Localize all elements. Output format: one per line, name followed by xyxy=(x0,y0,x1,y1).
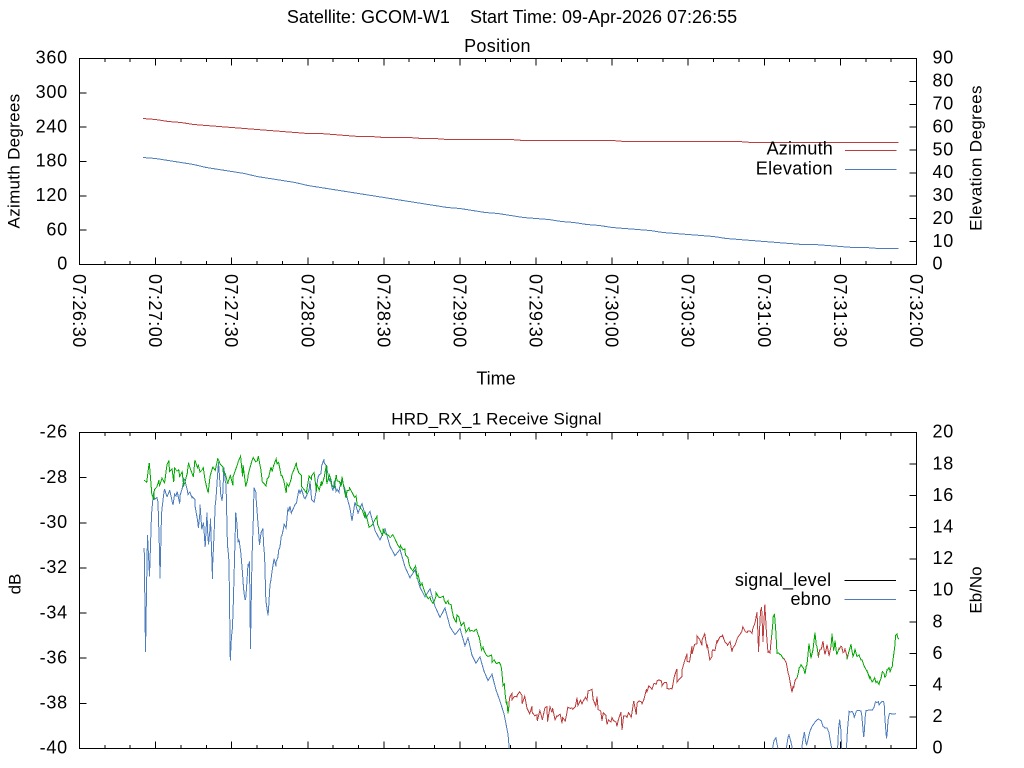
svg-text:Eb/No: Eb/No xyxy=(967,566,986,613)
svg-text:16: 16 xyxy=(933,485,955,505)
svg-text:07:26:30: 07:26:30 xyxy=(69,274,89,348)
svg-text:07:31:00: 07:31:00 xyxy=(754,274,774,348)
svg-text:dB: dB xyxy=(6,574,25,595)
svg-text:0: 0 xyxy=(933,738,944,758)
svg-text:-34: -34 xyxy=(40,602,68,622)
svg-text:07:31:30: 07:31:30 xyxy=(830,274,850,348)
svg-text:07:29:30: 07:29:30 xyxy=(526,274,546,348)
svg-text:07:29:00: 07:29:00 xyxy=(450,274,470,348)
svg-text:30: 30 xyxy=(933,185,955,205)
svg-text:12: 12 xyxy=(933,548,955,568)
svg-text:0: 0 xyxy=(57,254,68,274)
svg-text:Time: Time xyxy=(476,369,515,389)
svg-text:0: 0 xyxy=(933,254,944,274)
svg-text:-40: -40 xyxy=(40,738,68,758)
svg-text:Azimuth Degrees: Azimuth Degrees xyxy=(5,94,24,229)
svg-text:40: 40 xyxy=(933,162,955,182)
svg-text:Azimuth: Azimuth xyxy=(767,139,833,159)
svg-text:Position: Position xyxy=(464,36,531,56)
svg-text:Satellite: GCOM-W1 Start Ti: Satellite: GCOM-W1 Start Time: 09-Apr-20… xyxy=(287,7,737,27)
svg-text:ebno: ebno xyxy=(790,589,831,609)
svg-text:18: 18 xyxy=(933,453,955,473)
svg-text:50: 50 xyxy=(933,139,955,159)
svg-text:07:32:00: 07:32:00 xyxy=(906,274,926,348)
svg-text:Elevation: Elevation xyxy=(756,158,833,178)
svg-text:240: 240 xyxy=(36,116,68,136)
svg-text:300: 300 xyxy=(36,82,68,102)
svg-text:-38: -38 xyxy=(40,693,68,713)
svg-text:4: 4 xyxy=(933,675,944,695)
svg-text:20: 20 xyxy=(933,422,955,442)
svg-text:07:28:30: 07:28:30 xyxy=(373,274,393,348)
svg-text:-36: -36 xyxy=(40,647,68,667)
svg-text:6: 6 xyxy=(933,643,944,663)
svg-text:-26: -26 xyxy=(40,422,68,442)
svg-text:8: 8 xyxy=(933,611,944,631)
svg-text:360: 360 xyxy=(36,48,68,68)
svg-text:90: 90 xyxy=(933,48,955,68)
svg-text:120: 120 xyxy=(36,185,68,205)
svg-text:10: 10 xyxy=(933,231,955,251)
svg-text:80: 80 xyxy=(933,71,955,91)
svg-text:HRD_RX_1 Receive Signal: HRD_RX_1 Receive Signal xyxy=(391,410,601,429)
svg-text:-32: -32 xyxy=(40,557,68,577)
svg-text:07:30:30: 07:30:30 xyxy=(678,274,698,348)
svg-text:60: 60 xyxy=(933,116,955,136)
svg-text:07:27:00: 07:27:00 xyxy=(145,274,165,348)
svg-text:-28: -28 xyxy=(40,467,68,487)
svg-text:180: 180 xyxy=(36,151,68,171)
svg-text:14: 14 xyxy=(933,517,955,537)
svg-text:signal_level: signal_level xyxy=(735,570,831,591)
svg-text:60: 60 xyxy=(46,219,68,239)
svg-text:-30: -30 xyxy=(40,512,68,532)
svg-text:07:28:00: 07:28:00 xyxy=(297,274,317,348)
svg-text:07:30:00: 07:30:00 xyxy=(602,274,622,348)
svg-text:07:27:30: 07:27:30 xyxy=(221,274,241,348)
svg-text:10: 10 xyxy=(933,580,955,600)
svg-text:70: 70 xyxy=(933,93,955,113)
svg-text:2: 2 xyxy=(933,706,944,726)
svg-text:20: 20 xyxy=(933,208,955,228)
svg-text:Elevation Degrees: Elevation Degrees xyxy=(967,85,986,231)
